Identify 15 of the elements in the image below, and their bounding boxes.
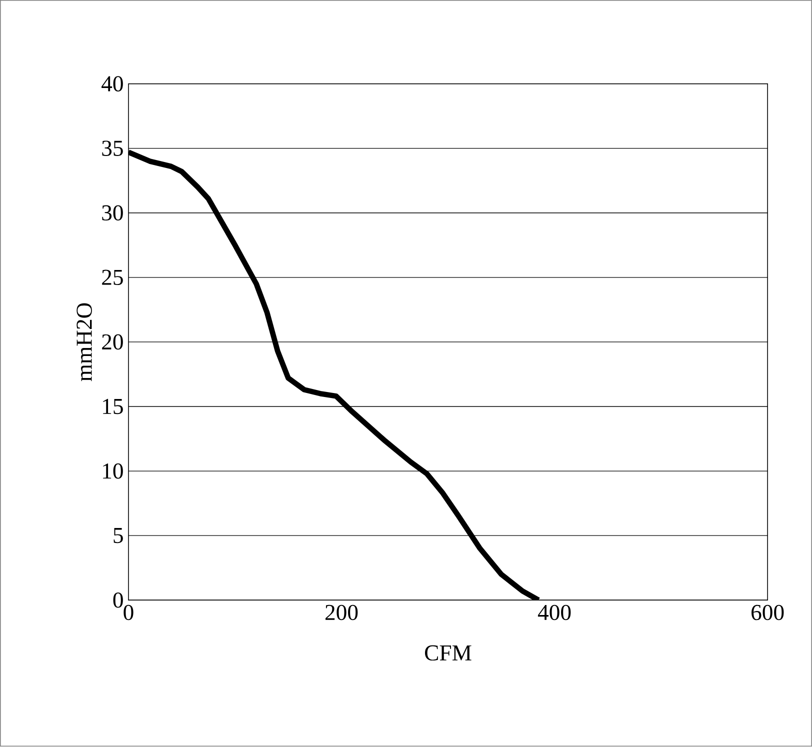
x-axis-title: CFM [424,645,472,661]
y-tick-label: 40 [102,76,123,92]
y-tick-label: 5 [114,528,123,544]
x-tick-label: 600 [752,605,784,620]
y-tick-label: 10 [103,464,123,479]
y-tick-label: 35 [102,140,123,156]
x-tick-label: 200 [326,605,358,620]
y-tick-label: 20 [102,334,123,350]
y-tick-label: 0 [113,592,123,608]
y-axis-title: mmH2O [76,303,92,382]
y-tick-label: 15 [103,399,123,414]
y-tick-label: 25 [102,270,123,286]
x-tick-label: 0 [124,605,134,620]
x-tick-label: 400 [538,605,571,620]
y-tick-label: 30 [102,205,123,221]
